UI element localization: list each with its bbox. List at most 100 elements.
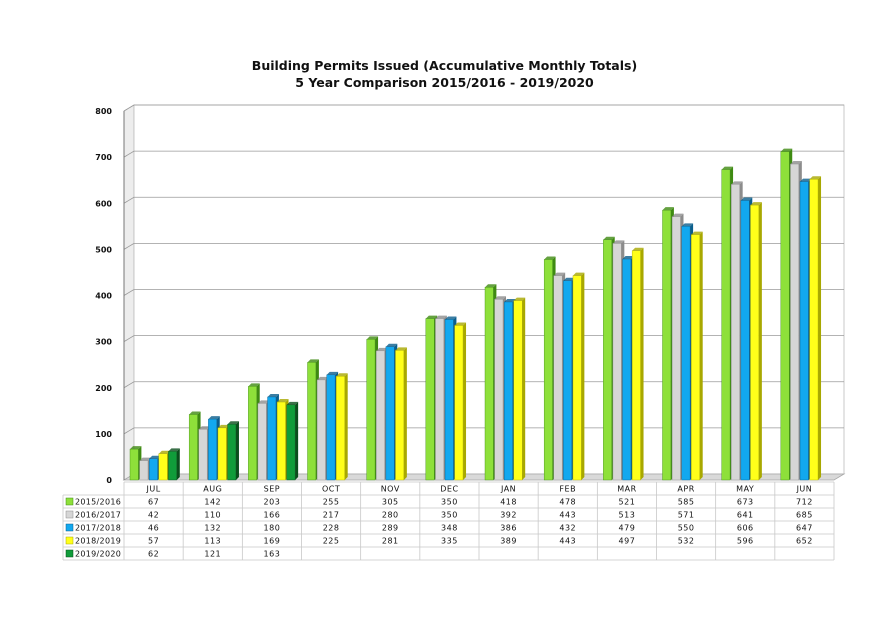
bar-top [168, 448, 180, 452]
bar-top [691, 231, 703, 235]
bar-front [691, 234, 700, 481]
legend-label-2018-2019: 2018/2019 [75, 537, 121, 546]
bar-top [336, 373, 348, 377]
y-tick-label: 700 [95, 153, 112, 162]
data-label: 121 [204, 550, 221, 559]
legend-label-2015-2016: 2015/2016 [75, 498, 121, 507]
bar-front [790, 163, 800, 481]
y-tick-label: 800 [95, 107, 112, 116]
y-tick-label: 500 [95, 245, 112, 254]
data-label: 392 [500, 511, 517, 520]
data-label: 478 [559, 498, 576, 507]
data-label: 673 [737, 498, 754, 507]
bar-top [731, 181, 743, 185]
bar-side [699, 231, 703, 480]
data-label: 46 [148, 524, 159, 533]
bar-front [631, 250, 641, 481]
bar-top [227, 421, 239, 425]
data-label: 513 [619, 511, 636, 520]
data-label: 169 [264, 537, 281, 546]
legend-label-2016-2017: 2016/2017 [75, 511, 121, 520]
data-label: 280 [382, 511, 399, 520]
bar-2019-2020-jul [168, 448, 180, 481]
data-label: 606 [737, 524, 754, 533]
bar-top [158, 450, 171, 454]
data-label: 62 [148, 550, 159, 559]
category-label-nov: NOV [381, 485, 400, 494]
data-label: 550 [678, 524, 695, 533]
category-label-may: MAY [736, 485, 754, 494]
bar-front [148, 458, 158, 481]
data-label: 386 [500, 524, 517, 533]
bar-top [485, 284, 497, 288]
bar-front [366, 339, 376, 481]
bar-top [672, 213, 684, 217]
category-label-mar: MAR [617, 485, 636, 494]
bar-front [425, 318, 435, 481]
data-label: 389 [500, 537, 517, 546]
bar-top [612, 240, 625, 244]
bar-front [454, 325, 464, 481]
data-label: 142 [204, 498, 221, 507]
bar-top [149, 455, 161, 459]
bar-2018-2019-jun [809, 176, 822, 481]
bar-front [385, 346, 395, 481]
bar-front [504, 301, 513, 481]
data-label: 521 [619, 498, 636, 507]
data-label: 57 [148, 537, 159, 546]
y-tick-label: 600 [95, 199, 112, 208]
bar-front [227, 423, 237, 481]
gridline-side [123, 335, 135, 342]
bar-top [544, 256, 556, 260]
chart-title-block: Building Permits Issued (Accumulative Mo… [0, 57, 889, 91]
bar-front [129, 448, 139, 481]
bar-front [395, 350, 405, 481]
bar-top [740, 197, 753, 201]
category-label-feb: FEB [559, 485, 576, 494]
bar-2018-2019-mar [631, 247, 644, 481]
bar-front [139, 460, 149, 481]
gridline-side [123, 289, 135, 296]
bar-top [317, 376, 329, 380]
y-tick-label: 300 [95, 338, 112, 347]
bar-front [622, 258, 632, 481]
data-label: 163 [264, 550, 281, 559]
bar-top [632, 247, 644, 251]
bar-top [750, 202, 762, 206]
bar-front [376, 350, 385, 481]
bar-front [750, 204, 760, 481]
data-label: 532 [678, 537, 695, 546]
bar-front [513, 300, 523, 481]
bar-top [800, 178, 812, 182]
data-label: 335 [441, 537, 458, 546]
data-label: 641 [737, 511, 754, 520]
bar-top [385, 343, 398, 347]
bar-top [454, 322, 467, 326]
gridline-side [123, 243, 135, 250]
bar-2018-2019-feb [572, 272, 585, 481]
data-label: 132 [204, 524, 221, 533]
bar-top [208, 416, 220, 420]
legend-swatch-2019-2020 [65, 549, 74, 558]
category-label-aug: AUG [203, 485, 222, 494]
bar-front [572, 275, 582, 481]
legend-swatch-2018-2019 [65, 536, 74, 545]
bar-top [445, 316, 457, 320]
bar-front [662, 209, 672, 481]
bar-front [316, 379, 326, 481]
bar-side [295, 401, 299, 480]
data-label: 255 [323, 498, 340, 507]
data-label: 571 [678, 511, 695, 520]
bar-front [248, 386, 257, 481]
gridline-side [123, 104, 135, 112]
data-label: 443 [559, 511, 576, 520]
legend-label-2019-2020: 2019/2020 [75, 550, 121, 559]
data-label: 166 [264, 511, 281, 520]
data-label: 281 [382, 537, 399, 546]
bar-top [257, 400, 270, 404]
data-label: 350 [441, 498, 458, 507]
bar-front [731, 184, 740, 481]
data-label: 585 [678, 498, 695, 507]
bar-top [286, 401, 299, 405]
